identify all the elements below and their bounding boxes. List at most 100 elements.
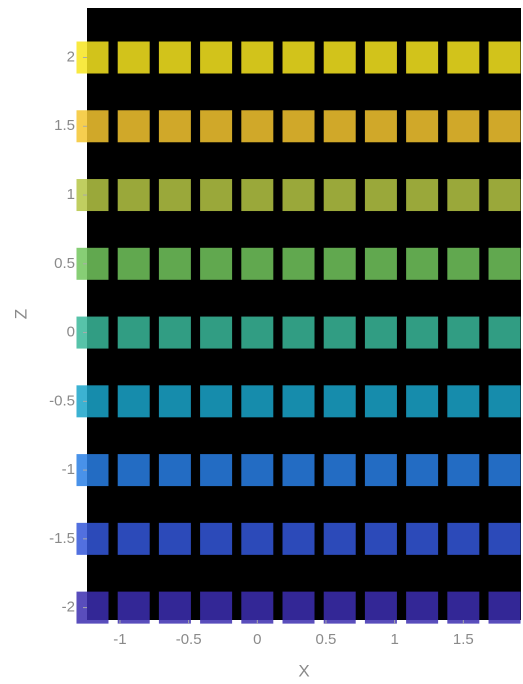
point: [241, 179, 273, 211]
point: [118, 179, 150, 211]
point: [489, 454, 521, 486]
point: [489, 179, 521, 211]
point: [489, 110, 521, 142]
point: [200, 179, 232, 211]
point: [76, 110, 108, 142]
point: [365, 179, 397, 211]
point: [76, 523, 108, 555]
point: [365, 110, 397, 142]
point: [406, 385, 438, 417]
point: [241, 110, 273, 142]
point: [447, 110, 479, 142]
y-tick-label: 2: [67, 48, 75, 65]
x-tick-label: 1.5: [453, 631, 474, 648]
point: [365, 248, 397, 280]
point: [76, 248, 108, 280]
x-tick-label: -0.5: [176, 631, 202, 648]
y-axis-label: Z: [11, 309, 30, 319]
point: [118, 454, 150, 486]
x-tick-label: -1: [113, 631, 126, 648]
point: [283, 454, 315, 486]
point: [118, 592, 150, 624]
point: [406, 179, 438, 211]
point: [447, 42, 479, 74]
point: [447, 317, 479, 349]
point: [118, 110, 150, 142]
point: [159, 454, 191, 486]
point: [241, 42, 273, 74]
point: [365, 454, 397, 486]
point: [489, 248, 521, 280]
point: [159, 248, 191, 280]
point: [447, 385, 479, 417]
point: [406, 454, 438, 486]
point: [489, 317, 521, 349]
point: [447, 179, 479, 211]
y-tick-label: -1.5: [49, 530, 75, 547]
point: [159, 110, 191, 142]
point: [200, 592, 232, 624]
point: [406, 248, 438, 280]
point: [241, 248, 273, 280]
point: [283, 523, 315, 555]
point: [76, 592, 108, 624]
point: [489, 42, 521, 74]
point: [200, 42, 232, 74]
point: [324, 110, 356, 142]
point: [447, 592, 479, 624]
point: [159, 42, 191, 74]
point: [406, 42, 438, 74]
point: [447, 454, 479, 486]
point: [200, 110, 232, 142]
point: [365, 385, 397, 417]
point: [76, 317, 108, 349]
point: [324, 454, 356, 486]
point: [283, 317, 315, 349]
point: [241, 592, 273, 624]
point: [406, 317, 438, 349]
point: [283, 110, 315, 142]
point: [365, 42, 397, 74]
y-tick-label: 0.5: [54, 255, 75, 272]
point: [159, 317, 191, 349]
point: [200, 317, 232, 349]
point: [159, 385, 191, 417]
y-tick-label: -2: [62, 599, 75, 616]
point: [406, 110, 438, 142]
point: [200, 523, 232, 555]
point: [447, 248, 479, 280]
point: [324, 385, 356, 417]
point: [489, 385, 521, 417]
point: [447, 523, 479, 555]
point: [118, 248, 150, 280]
point: [406, 592, 438, 624]
point: [324, 42, 356, 74]
point: [159, 592, 191, 624]
x-axis-label: X: [298, 661, 309, 680]
point: [76, 454, 108, 486]
point: [324, 592, 356, 624]
point: [241, 385, 273, 417]
point: [365, 592, 397, 624]
point: [159, 523, 191, 555]
y-tick-label: 0: [67, 324, 75, 341]
y-tick-label: -0.5: [49, 392, 75, 409]
point: [200, 385, 232, 417]
point: [406, 523, 438, 555]
y-tick-label: -1: [62, 461, 75, 478]
x-tick-label: 0.5: [316, 631, 337, 648]
point: [283, 592, 315, 624]
point: [241, 523, 273, 555]
chart: X Z -1-0.500.511.5-2-1.5-1-0.500.511.52: [0, 0, 523, 684]
x-tick-label: 1: [390, 631, 398, 648]
point: [118, 317, 150, 349]
point: [489, 592, 521, 624]
point: [283, 42, 315, 74]
point: [76, 42, 108, 74]
point: [324, 248, 356, 280]
point: [76, 179, 108, 211]
point: [324, 317, 356, 349]
point: [283, 385, 315, 417]
point: [324, 523, 356, 555]
point: [118, 42, 150, 74]
